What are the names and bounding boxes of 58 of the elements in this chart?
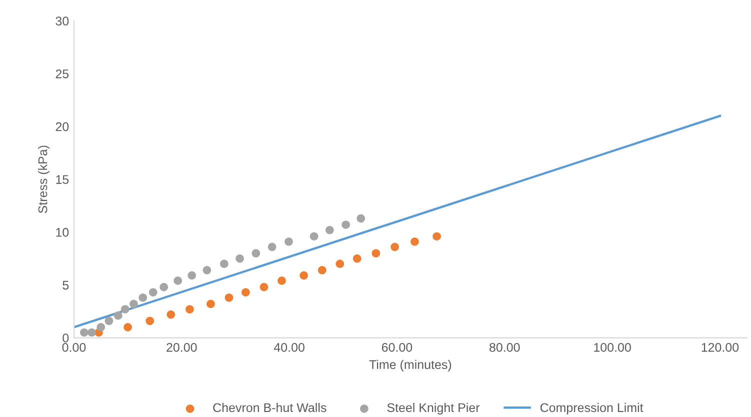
- point: [88, 328, 96, 337]
- point: [160, 282, 168, 292]
- x-tick-label: 0.00: [62, 342, 86, 352]
- point: [236, 254, 244, 263]
- point: [242, 288, 250, 297]
- point: [120, 305, 130, 314]
- point: [252, 249, 260, 258]
- point: [206, 300, 215, 308]
- point: [390, 242, 399, 252]
- point: [268, 242, 276, 252]
- x-tick-label: 80.00: [490, 342, 520, 352]
- point: [336, 260, 344, 268]
- y-tick-label: 25: [56, 69, 69, 78]
- y-tick-label: 10: [56, 228, 69, 237]
- point: [372, 249, 380, 258]
- point: [220, 260, 228, 268]
- y-tick-label: 20: [56, 122, 69, 132]
- point: [410, 237, 419, 246]
- point: [356, 214, 366, 223]
- point: [284, 237, 293, 246]
- x-tick-label: 60.00: [382, 342, 412, 352]
- point: [300, 271, 308, 280]
- point: [352, 254, 362, 263]
- y-tick-label: 15: [56, 175, 69, 184]
- point: [146, 316, 154, 326]
- point: [310, 232, 318, 241]
- legend-label: Compression Limit: [540, 402, 644, 415]
- x-tick-label: 40.00: [274, 342, 304, 352]
- point: [124, 323, 132, 332]
- point: [96, 323, 106, 332]
- point: [104, 316, 114, 326]
- point: [342, 220, 350, 229]
- point: [326, 226, 334, 234]
- point: [202, 266, 212, 274]
- x-axis-title: Time (minutes): [369, 360, 452, 372]
- point: [224, 293, 234, 302]
- point: [166, 310, 176, 319]
- point: [188, 271, 196, 280]
- point: [174, 276, 182, 285]
- y-tick-label: 0: [62, 334, 69, 342]
- point: [148, 288, 158, 297]
- y-axis-title: Stress (kPa): [38, 146, 50, 214]
- y-tick-label: 30: [56, 16, 69, 26]
- point: [432, 232, 441, 241]
- point: [130, 300, 138, 308]
- legend-label: Chevron B-hut Walls: [213, 402, 326, 412]
- point: [186, 305, 194, 314]
- point: [260, 282, 268, 292]
- point: [278, 276, 286, 285]
- y-tick-label: 5: [62, 280, 69, 290]
- point: [138, 293, 148, 302]
- x-tick-label: 120.00: [702, 342, 739, 352]
- legend-label: Steel Knight Pier: [387, 402, 480, 415]
- point: [114, 311, 122, 320]
- point: [318, 266, 326, 274]
- x-tick-label: 20.00: [166, 342, 197, 352]
- point: [80, 328, 88, 337]
- x-tick-label: 100.00: [594, 342, 631, 352]
